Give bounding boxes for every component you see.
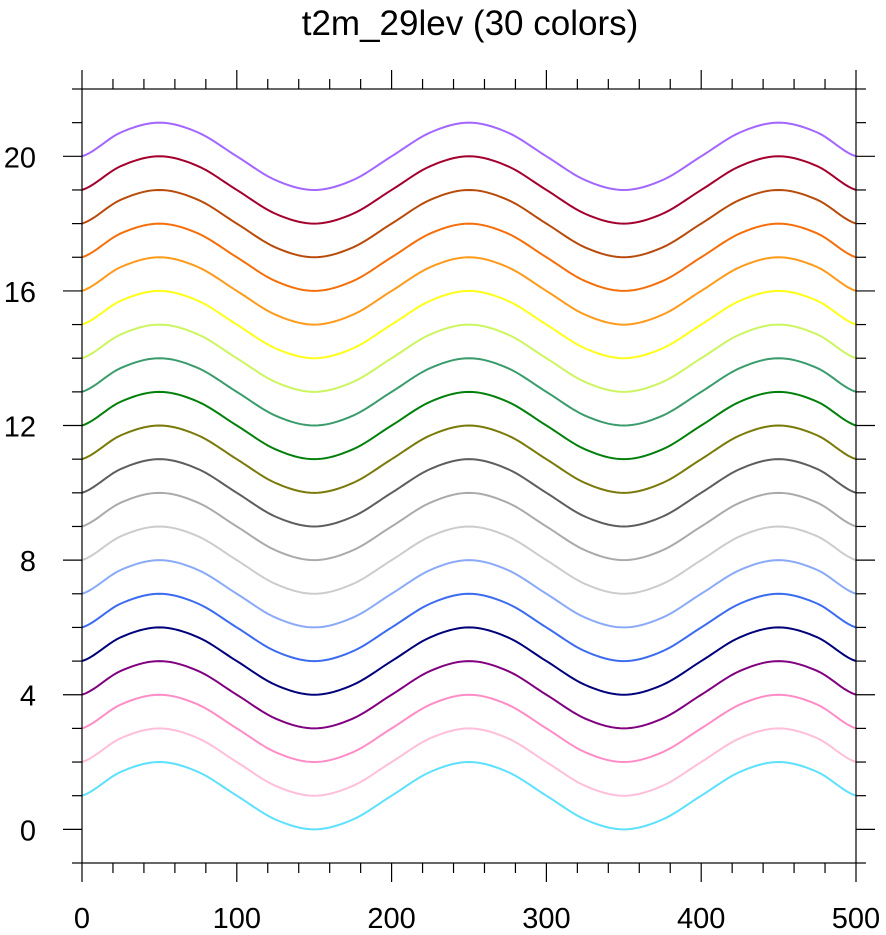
chart-title: t2m_29lev (30 colors) — [302, 4, 639, 43]
series-line-18 — [81, 188, 857, 259]
series-line-11 — [81, 424, 857, 494]
series-line-7 — [81, 559, 857, 629]
series-layer — [81, 121, 857, 831]
series-line-3 — [81, 693, 857, 764]
y-tick-label: 16 — [4, 277, 36, 309]
series-line-15 — [81, 289, 857, 360]
x-tick-label: 300 — [522, 903, 570, 935]
x-tick-label: 0 — [74, 903, 90, 935]
series-line-10 — [81, 458, 857, 528]
series-line-14 — [81, 323, 857, 393]
series-line-17 — [81, 222, 857, 292]
x-tick-label: 500 — [832, 903, 880, 935]
series-line-19 — [81, 155, 857, 225]
series-line-4 — [81, 660, 857, 730]
y-tick-label: 8 — [20, 546, 36, 578]
series-line-9 — [81, 491, 857, 562]
x-tick-label: 100 — [213, 903, 261, 935]
axes-layer: 0 100 200 300 400 500 0 4 8 12 16 20 — [4, 70, 880, 935]
y-tick-label: 12 — [4, 412, 36, 444]
y-tick-label: 0 — [20, 815, 36, 847]
series-line-6 — [81, 592, 857, 663]
series-line-2 — [81, 727, 857, 797]
series-line-12 — [81, 390, 857, 461]
y-tick-label: 20 — [4, 142, 36, 174]
x-tick-label: 200 — [367, 903, 415, 935]
series-line-5 — [81, 626, 857, 696]
series-line-16 — [81, 256, 857, 326]
plot-frame — [81, 88, 857, 864]
y-tick-label: 4 — [20, 681, 36, 713]
series-line-1 — [81, 761, 857, 831]
x-tick-label: 400 — [677, 903, 725, 935]
series-line-8 — [81, 525, 857, 595]
series-line-13 — [81, 357, 857, 427]
series-line-20 — [81, 121, 857, 191]
